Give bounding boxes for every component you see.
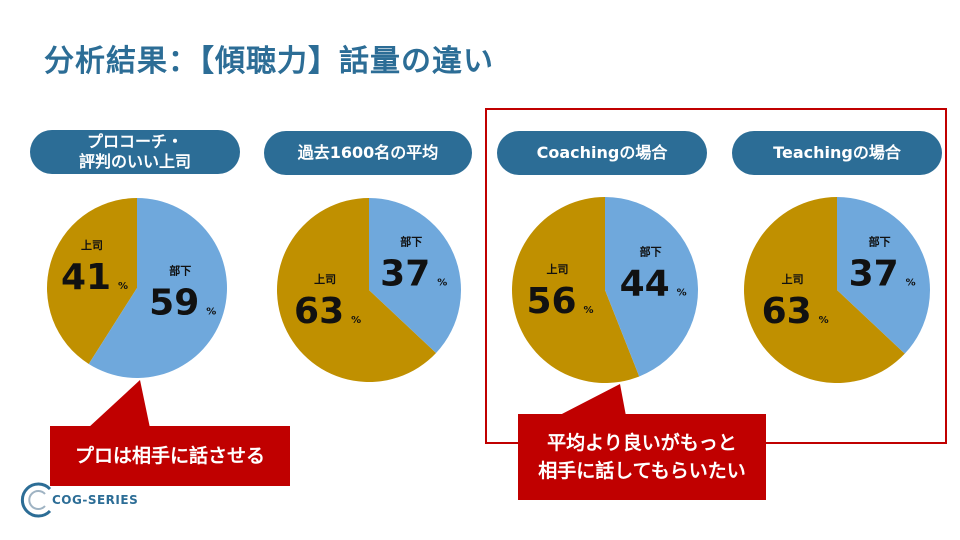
logo-text: COG-SERIES xyxy=(52,493,139,507)
chart-1-title-line1: プロコーチ・ xyxy=(86,132,183,151)
chart-1-slice-boss xyxy=(47,198,137,364)
chart-4-boss-value: 63 xyxy=(762,291,812,332)
chart-3-subordinate-unit: % xyxy=(677,287,687,298)
chart-4-boss-label: 上司 xyxy=(782,272,804,286)
callout-right-line1: 平均より良いがもっと xyxy=(547,432,737,454)
chart-1-boss-value: 41 xyxy=(61,257,111,298)
chart-3-slice-boss xyxy=(512,197,640,383)
logo-ring-icon xyxy=(20,482,52,518)
chart-4-subordinate-label: 部下 xyxy=(869,235,891,249)
chart-4-title: Teachingの場合 xyxy=(732,131,942,175)
chart-3-subordinate-value: 44 xyxy=(620,263,670,304)
chart-1-slice-subordinate xyxy=(88,198,228,378)
callout-left-text: プロは相手に話させる xyxy=(74,445,265,467)
chart-3-title-text: Coachingの場合 xyxy=(536,143,668,162)
chart-4-subordinate-value: 37 xyxy=(849,254,899,295)
chart-2-subordinate-value: 37 xyxy=(380,254,430,295)
chart-1-boss-unit: % xyxy=(118,281,128,292)
chart-1-boss-label: 上司 xyxy=(81,238,103,252)
callout-left-pointer xyxy=(88,380,150,428)
chart-4-title-text: Teachingの場合 xyxy=(773,143,901,162)
chart-2-boss-value: 63 xyxy=(294,291,344,332)
chart-3-boss-value: 56 xyxy=(526,281,576,322)
callout-right: 平均より良いがもっと 相手に話してもらいたい xyxy=(518,414,766,500)
chart-3-slice-subordinate xyxy=(605,197,699,377)
chart-2-title: 過去1600名の平均 xyxy=(264,131,472,175)
chart-2-boss-unit: % xyxy=(351,315,361,326)
callout-right-line2: 相手に話してもらいたい xyxy=(538,460,746,482)
chart-3-boss-label: 上司 xyxy=(546,262,568,276)
chart-2-subordinate-label: 部下 xyxy=(400,235,422,249)
chart-2-boss-label: 上司 xyxy=(314,272,336,286)
chart-4-slice-boss xyxy=(744,197,905,383)
chart-1-subordinate-value: 59 xyxy=(149,283,199,324)
callout-left: プロは相手に話させる xyxy=(50,426,290,486)
chart-1-title: プロコーチ・ 評判のいい上司 xyxy=(30,130,240,174)
chart-3-subordinate-label: 部下 xyxy=(640,244,662,258)
chart-1-title-line2: 評判のいい上司 xyxy=(78,152,191,171)
chart-2-title-text: 過去1600名の平均 xyxy=(297,143,439,162)
chart-1-subordinate-label: 部下 xyxy=(169,264,191,278)
callout-right-pointer xyxy=(558,384,626,416)
chart-4-slice-subordinate xyxy=(837,197,931,354)
chart-4-boss-unit: % xyxy=(819,315,829,326)
chart-1-subordinate-unit: % xyxy=(206,307,216,318)
chart-2-slice-boss xyxy=(277,198,437,382)
chart-3-title: Coachingの場合 xyxy=(497,131,707,175)
chart-2-slice-subordinate xyxy=(369,198,462,353)
chart-2-subordinate-unit: % xyxy=(437,278,447,289)
cog-series-logo: COG-SERIES xyxy=(18,480,138,520)
chart-3-boss-unit: % xyxy=(583,305,593,316)
page-title: 分析結果：【傾聴力】話量の違い xyxy=(44,44,494,79)
chart-4-subordinate-unit: % xyxy=(906,278,916,289)
